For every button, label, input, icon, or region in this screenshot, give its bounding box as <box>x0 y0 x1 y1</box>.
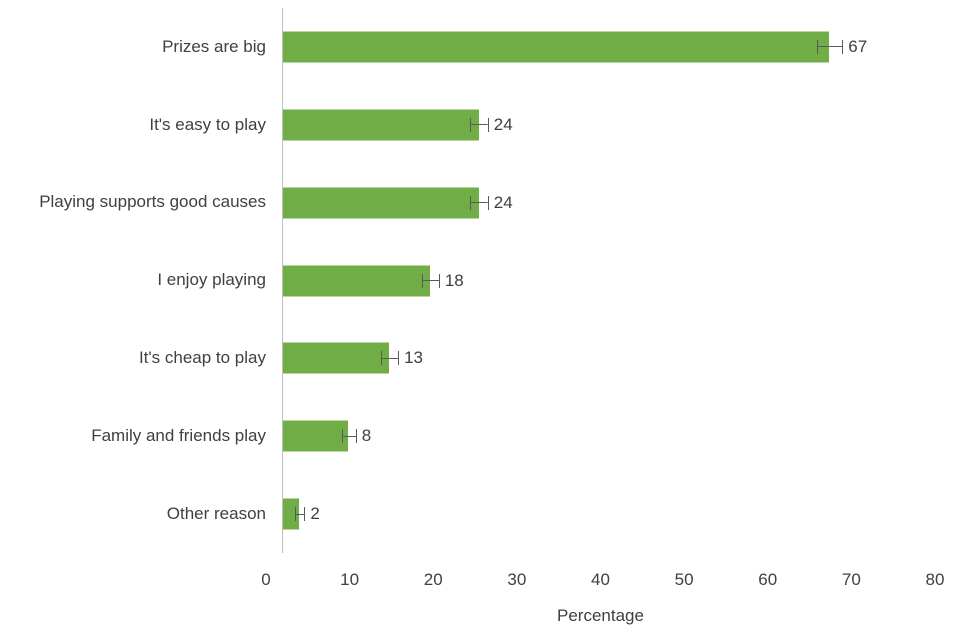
x-tick-label: 30 <box>507 570 527 589</box>
bar <box>283 498 300 530</box>
category-label: It's easy to play <box>149 114 266 134</box>
chart-row: It's cheap to play 13 <box>0 319 935 398</box>
x-tick-label: 0 <box>261 570 271 589</box>
bar-track: 24 <box>282 85 935 164</box>
category-label: Prizes are big <box>162 36 266 56</box>
x-tick-label: 80 <box>925 570 945 589</box>
error-bar <box>816 39 844 54</box>
value-label: 67 <box>848 36 868 56</box>
value-label: 13 <box>404 348 424 368</box>
value-label: 2 <box>310 504 320 524</box>
bar <box>283 31 830 63</box>
chart-row: Family and friends play 8 <box>0 397 935 476</box>
x-tick-label: 10 <box>340 570 360 589</box>
category-label: It's cheap to play <box>138 348 266 368</box>
chart-row: Other reason 2 <box>0 475 935 554</box>
chart-row: Prizes are big 67 <box>0 8 935 86</box>
x-axis: 0 10 20 30 40 50 60 70 80 <box>261 570 944 592</box>
chart-row: I enjoy playing 18 <box>0 241 935 320</box>
error-bar <box>295 507 306 522</box>
bar-track: 2 <box>282 475 935 554</box>
chart-row: It's easy to play 24 <box>0 85 935 164</box>
value-label: 18 <box>444 270 464 290</box>
x-axis-title: Percentage <box>557 606 644 625</box>
bar <box>283 265 430 296</box>
category-label: Playing supports good causes <box>39 192 266 212</box>
error-bar <box>470 117 489 132</box>
x-tick-label: 60 <box>758 570 778 589</box>
bar <box>283 187 479 219</box>
category-label: Family and friends play <box>91 426 266 446</box>
category-label: Other reason <box>166 503 266 523</box>
value-label: 24 <box>493 114 513 134</box>
bar <box>283 342 389 374</box>
value-label: 8 <box>361 426 372 446</box>
chart-row: Playing supports good causes 24 <box>0 163 935 242</box>
x-tick-label: 70 <box>841 570 861 589</box>
error-bar <box>470 195 489 210</box>
value-label: 24 <box>493 192 513 212</box>
bar-track: 67 <box>282 8 935 86</box>
x-tick-label: 50 <box>674 570 694 589</box>
bar-track: 13 <box>282 319 935 398</box>
x-tick-label: 20 <box>423 570 443 589</box>
x-tick-label: 40 <box>591 570 610 589</box>
error-bar <box>380 351 400 366</box>
error-bar <box>341 429 357 444</box>
bar-track: 18 <box>282 241 935 320</box>
bar-track: 8 <box>282 397 935 476</box>
error-bar <box>421 273 440 288</box>
bar-track: 24 <box>282 163 935 242</box>
plot-area: Prizes are big 67 It's easy to play 24 Playi… <box>0 8 935 554</box>
category-label: I enjoy playing <box>157 270 266 290</box>
bar <box>283 420 349 452</box>
bar <box>283 109 479 141</box>
